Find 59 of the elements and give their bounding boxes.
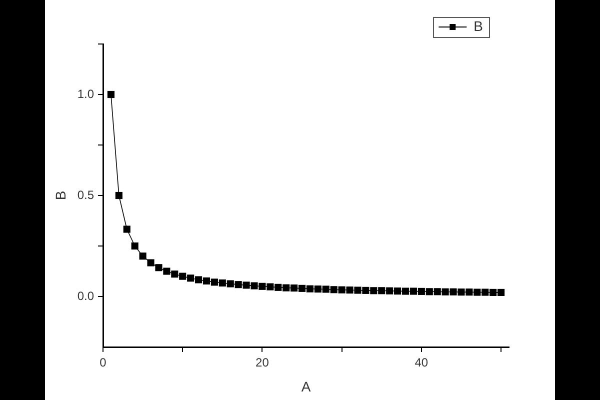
- point: [266, 283, 274, 290]
- point: [426, 288, 433, 296]
- x-tick-label: 20: [256, 356, 270, 370]
- point: [490, 288, 497, 296]
- point: [386, 287, 394, 294]
- x-tick-label: 40: [414, 356, 428, 370]
- point: [330, 286, 338, 294]
- point: [362, 286, 370, 294]
- point: [250, 282, 258, 290]
- point: [226, 280, 234, 288]
- y-tick-label: 0.0: [77, 288, 94, 303]
- point: [123, 226, 130, 233]
- point: [171, 270, 178, 278]
- point: [482, 288, 489, 296]
- point: [147, 259, 154, 266]
- y-axis-title: B: [52, 190, 68, 200]
- point: [394, 288, 402, 295]
- point: [115, 192, 122, 200]
- point: [202, 277, 210, 284]
- point: [410, 288, 418, 295]
- point: [163, 268, 170, 275]
- point: [258, 282, 266, 290]
- x-tick-label: 0: [100, 356, 107, 370]
- point: [179, 272, 186, 280]
- legend-label: B: [474, 18, 484, 34]
- point: [234, 281, 242, 288]
- point: [187, 274, 194, 282]
- point: [274, 284, 282, 291]
- point: [314, 285, 322, 293]
- point: [298, 284, 306, 292]
- point: [210, 278, 218, 286]
- point: [290, 284, 298, 292]
- point: [498, 288, 505, 296]
- point: [346, 286, 354, 294]
- y-tick-label: 0.5: [77, 188, 94, 202]
- point: [242, 282, 250, 289]
- point: [370, 287, 378, 294]
- point: [338, 286, 346, 294]
- point: [322, 286, 330, 293]
- point: [418, 288, 425, 295]
- point: [354, 286, 362, 294]
- point: [131, 242, 138, 250]
- point: [139, 252, 146, 260]
- point: [458, 288, 465, 296]
- point: [450, 288, 457, 296]
- point: [378, 287, 386, 294]
- x-axis-title: A: [301, 378, 312, 394]
- point: [194, 276, 202, 284]
- point: [434, 288, 441, 296]
- point: [466, 288, 473, 296]
- point: [107, 90, 114, 98]
- point: [218, 279, 226, 286]
- y-tick-label: 1.0: [77, 86, 94, 101]
- point: [474, 288, 481, 296]
- point: [402, 288, 410, 295]
- point: [155, 264, 162, 272]
- point: [442, 288, 449, 296]
- point: [306, 285, 314, 292]
- point: [282, 284, 290, 292]
